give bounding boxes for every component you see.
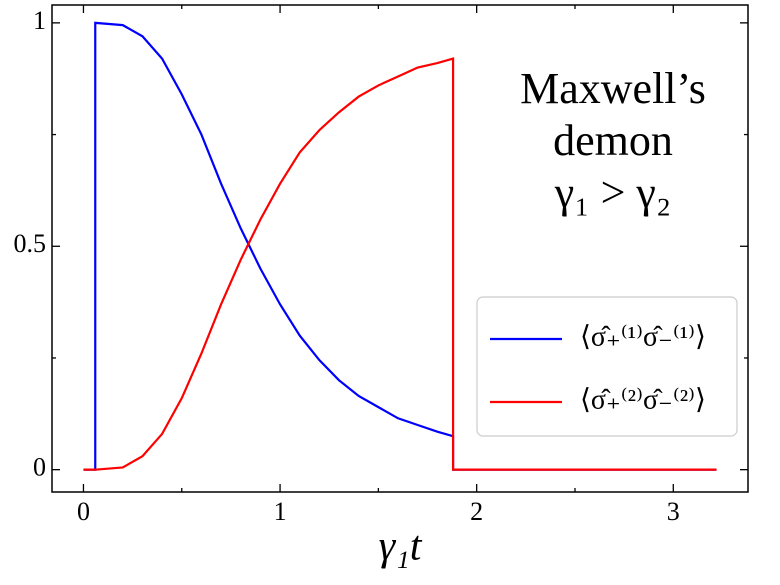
x-tick-label: 0 xyxy=(77,497,90,526)
legend-label: ⟨σ̂₊⁽¹⁾σ̂₋⁽¹⁾⟩ xyxy=(580,321,706,352)
plot-frame xyxy=(51,4,749,493)
series-line xyxy=(83,57,717,471)
x-axis-label: γ₁t xyxy=(379,524,423,570)
y-tick-label: 1 xyxy=(33,6,46,35)
legend-label: ⟨σ̂₊⁽²⁾σ̂₋⁽²⁾⟩ xyxy=(580,384,706,415)
annotation-line: demon xyxy=(553,116,673,165)
annotation-line: Maxwell’s xyxy=(520,64,706,113)
annotation-line: γ₁ > γ₂ xyxy=(554,168,671,217)
series-line xyxy=(83,21,717,471)
y-tick-label: 0 xyxy=(33,453,46,482)
y-tick-label: 0.5 xyxy=(14,229,47,258)
x-tick-label: 3 xyxy=(667,497,680,526)
x-tick-label: 2 xyxy=(470,497,483,526)
x-tick-label: 1 xyxy=(274,497,287,526)
legend: ⟨σ̂₊⁽¹⁾σ̂₋⁽¹⁾⟩ ⟨σ̂₊⁽²⁾σ̂₋⁽²⁾⟩ xyxy=(476,296,738,437)
